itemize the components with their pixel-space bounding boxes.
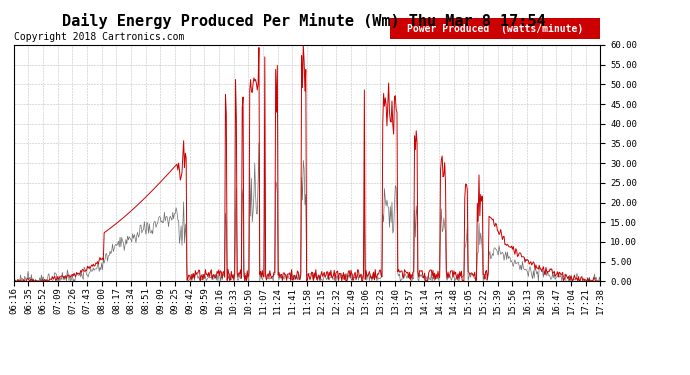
Text: Power Produced  (watts/minute): Power Produced (watts/minute): [407, 24, 583, 33]
Text: Copyright 2018 Cartronics.com: Copyright 2018 Cartronics.com: [14, 32, 184, 42]
Text: Daily Energy Produced Per Minute (Wm) Thu Mar 8 17:54: Daily Energy Produced Per Minute (Wm) Th…: [62, 13, 545, 29]
